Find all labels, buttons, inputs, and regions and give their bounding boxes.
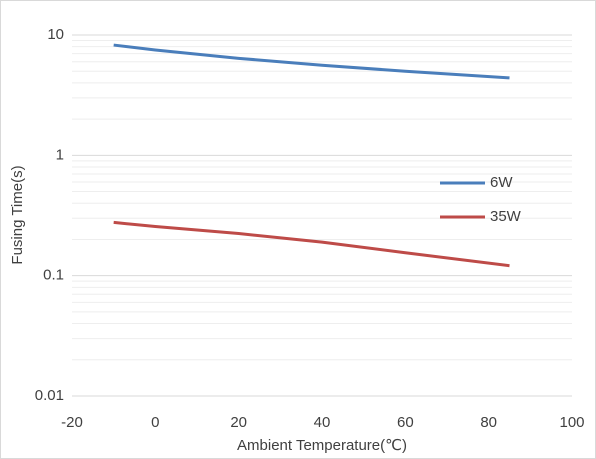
x-tick-label: 100: [559, 414, 584, 431]
x-tick-label: 80: [480, 414, 497, 431]
x-tick-label: 40: [314, 414, 331, 431]
legend-label: 35W: [490, 208, 522, 225]
y-tick-label: 0.01: [35, 387, 64, 404]
y-axis-label: Fusing Time(s): [9, 165, 26, 264]
y-tick-label: 10: [47, 26, 64, 43]
x-tick-label: -20: [61, 414, 83, 431]
legend-label: 6W: [490, 174, 513, 191]
x-axis-label: Ambient Temperature(℃): [237, 437, 407, 454]
x-tick-label: 0: [151, 414, 159, 431]
line-series: [113, 43, 510, 80]
y-tick-label: 1: [56, 146, 64, 163]
y-tick-label: 0.1: [43, 267, 64, 284]
line-series: [113, 220, 510, 268]
x-tick-label: 60: [397, 414, 414, 431]
x-tick-label: 20: [230, 414, 247, 431]
